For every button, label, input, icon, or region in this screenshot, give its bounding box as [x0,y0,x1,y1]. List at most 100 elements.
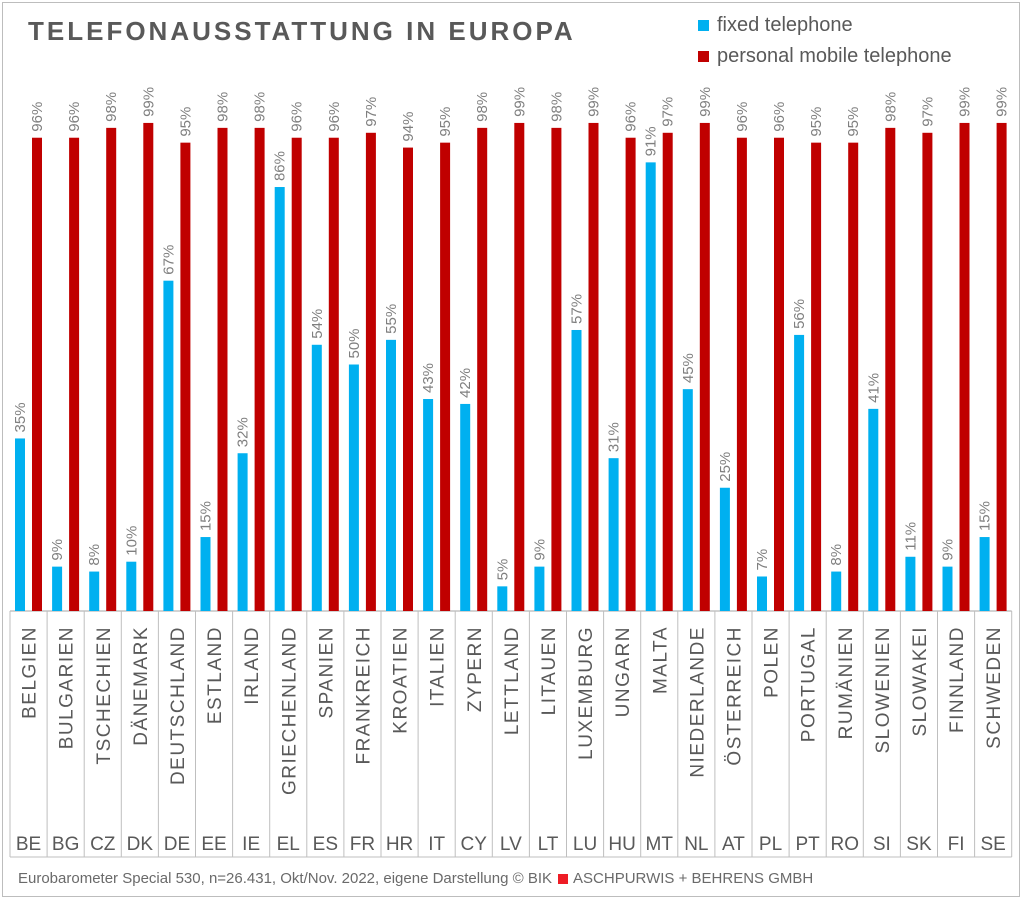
data-label-fixed: 55% [383,304,400,334]
data-label-fixed: 8% [86,544,103,566]
data-label-fixed: 45% [680,353,697,383]
data-label-mobile: 98% [548,92,565,122]
data-label-mobile: 96% [734,102,751,132]
category-label: FINNLAND [947,626,968,733]
data-label-fixed: 50% [346,328,363,358]
data-label-mobile: 98% [215,92,232,122]
data-label-mobile: 94% [400,112,417,142]
data-label-fixed: 86% [272,151,289,181]
data-label-mobile: 97% [660,97,677,127]
country-code-label: MT [646,834,674,855]
data-label-fixed: 7% [754,549,771,571]
country-code-label: ES [313,834,338,855]
bar-mobile [365,132,376,612]
bar-fixed [274,187,285,611]
data-label-fixed: 43% [420,363,437,393]
bar-mobile [440,142,451,611]
country-code-label: LU [573,834,597,855]
bar-fixed [386,339,396,611]
country-code-label: HU [608,834,635,855]
chart-title: TELEFONAUSSTATTUNG IN EUROPA [28,16,576,46]
category-label: LITAUEN [539,626,560,715]
data-label-fixed: 9% [49,539,66,561]
data-label-mobile: 99% [140,87,157,117]
bar-mobile [699,122,710,612]
legend-label-fixed: fixed telephone [717,14,853,36]
bar-fixed [868,408,879,611]
category-label: DEUTSCHLAND [168,626,189,785]
data-label-mobile: 98% [474,92,491,122]
bar-mobile [217,127,228,612]
data-label-mobile: 95% [845,107,862,137]
bar-fixed [645,162,656,611]
bar-fixed [534,566,545,611]
bar-mobile [922,132,933,612]
category-label: SLOWENIEN [873,626,894,754]
data-label-fixed: 67% [160,245,177,275]
bar-fixed [794,334,805,611]
category-label: LUXEMBURG [576,626,597,760]
bar-fixed [126,561,137,611]
bar-mobile [180,142,191,611]
bar-mobile [477,127,488,612]
bar-mobile [32,137,42,611]
data-label-fixed: 56% [791,299,808,329]
data-label-mobile: 96% [29,102,46,132]
country-code-label: RO [831,834,860,855]
data-label-mobile: 97% [363,97,380,127]
bar-mobile [736,137,747,611]
category-label: LETTLAND [502,626,523,735]
data-label-fixed: 54% [309,309,326,339]
country-code-label: EL [277,834,300,855]
category-label: ZYPERN [465,626,486,712]
data-label-mobile: 97% [919,97,936,127]
data-label-fixed: 9% [940,539,957,561]
data-label-fixed: 5% [494,559,511,581]
category-label: KROATIEN [391,626,412,734]
country-code-label: BG [52,834,79,855]
legend-label-mobile: personal mobile telephone [717,45,952,67]
data-label-mobile: 98% [252,92,269,122]
data-label-mobile: 99% [586,87,603,117]
bar-mobile [551,127,562,612]
bar-fixed [348,364,359,611]
country-code-label: NL [684,834,708,855]
country-code-label: SI [873,834,891,855]
bar-fixed [942,566,953,611]
bar-mobile [291,137,302,611]
bar-mobile [254,127,265,612]
bar-fixed [15,438,25,611]
category-label: ÖSTERREICH [724,626,745,766]
country-code-label: HR [386,834,413,855]
legend-swatch-fixed [698,20,709,31]
data-label-fixed: 9% [531,539,548,561]
country-code-label: SE [980,834,1005,855]
bar-mobile [625,137,636,611]
country-code-label: EE [201,834,226,855]
country-code-label: FI [948,834,965,855]
country-code-label: CY [461,834,488,855]
bar-mobile [69,137,80,611]
country-code-label: IE [242,834,260,855]
bar-fixed [719,487,730,611]
bar-fixed [571,329,582,611]
bar-fixed [163,280,174,611]
bar-mobile [662,132,673,612]
bar-mobile [403,147,413,611]
country-code-label: AT [722,834,745,855]
bar-fixed [979,537,990,611]
data-label-fixed: 10% [123,526,140,556]
legend-item-mobile: personal mobile telephone [698,45,952,68]
data-label-fixed: 57% [569,294,586,324]
category-label: POLEN [762,626,783,698]
bar-fixed [311,344,322,611]
bar-fixed [905,556,916,611]
data-label-mobile: 96% [289,102,306,132]
category-label: GRIECHENLAND [279,626,300,795]
bar-fixed [237,453,248,611]
data-label-fixed: 42% [457,368,474,398]
footer-source: Eurobarometer Special 530, n=26.431, Okt… [18,870,553,887]
company-logo-square [558,873,569,884]
footer: Eurobarometer Special 530, n=26.431, Okt… [18,870,813,887]
